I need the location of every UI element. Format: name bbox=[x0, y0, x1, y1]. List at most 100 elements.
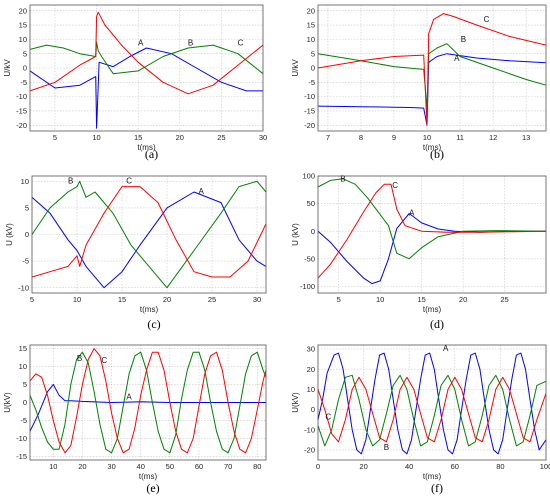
y-tick-label: 5 bbox=[25, 204, 29, 213]
chart-panel: 5 10 15 20 25 30 -20 -15 -10 -5 0 5 10 15 20 A B Ct(ms) U/… bbox=[3, 4, 267, 161]
x-tick-label: 10 bbox=[423, 133, 431, 142]
y-tick-label: 20 bbox=[307, 6, 315, 15]
x-axis-label: t(ms) bbox=[140, 305, 159, 314]
series-annotation: B bbox=[68, 176, 73, 185]
series-line-C bbox=[317, 183, 547, 279]
series-annotation: A bbox=[138, 39, 144, 48]
x-axis-label: t(ms) bbox=[139, 472, 158, 481]
chart-panel: 7 8 9 10 11 12 13 -20 -15 -10 -5 0 5 10 15 20 C B At(ms) U/… bbox=[291, 4, 547, 161]
y-tick-label: 10 bbox=[19, 362, 27, 371]
x-axis-label: t(ms) bbox=[423, 305, 442, 314]
x-tick-label: 8 bbox=[359, 133, 363, 142]
y-tick-label: -10 bbox=[304, 92, 315, 101]
y-axis-label: U (kV) bbox=[5, 223, 14, 246]
x-tick-label: 40 bbox=[405, 462, 413, 471]
plot-frame bbox=[317, 344, 547, 461]
series-annotation: A bbox=[409, 209, 415, 218]
y-tick-label: -10 bbox=[16, 92, 27, 101]
series-annotation: C bbox=[101, 356, 107, 365]
y-tick-label: 5 bbox=[311, 49, 315, 58]
x-tick-label: 12 bbox=[489, 133, 497, 142]
series-annotation: C bbox=[325, 413, 331, 422]
x-axis-label: t(ms) bbox=[423, 472, 442, 481]
series-line-B bbox=[31, 180, 267, 289]
y-tick-label: 0 bbox=[311, 405, 315, 414]
series-line-A bbox=[29, 47, 263, 129]
series-annotation: C bbox=[126, 176, 132, 185]
y-tick-label: -5 bbox=[20, 416, 27, 425]
x-tick-label: 9 bbox=[392, 133, 396, 142]
x-tick-label: 20 bbox=[163, 295, 171, 304]
chart-panel: 0 20 40 60 80 100 -20 -10 0 10 20 30 A C Bt(ms) U(kV) (f… bbox=[291, 344, 550, 495]
y-tick-label: 15 bbox=[307, 21, 315, 30]
series-line-B bbox=[317, 374, 547, 447]
panel-caption: (b) bbox=[430, 147, 444, 161]
y-tick-label: 0 bbox=[25, 230, 29, 239]
x-tick-label: 25 bbox=[208, 295, 216, 304]
x-tick-label: 20 bbox=[459, 295, 467, 304]
x-tick-label: 15 bbox=[118, 295, 126, 304]
x-tick-label: 10 bbox=[73, 295, 81, 304]
y-tick-label: -10 bbox=[304, 425, 315, 434]
panel-caption: (a) bbox=[145, 147, 158, 161]
series-line-A bbox=[29, 384, 266, 432]
y-axis-label: U/kV bbox=[3, 59, 12, 77]
series-annotation: C bbox=[392, 181, 398, 190]
y-axis-label: U(kV) bbox=[291, 392, 300, 413]
y-tick-label: -100 bbox=[300, 282, 315, 291]
y-axis-label: U(kV) bbox=[3, 392, 12, 413]
y-tick-label: -20 bbox=[16, 121, 27, 130]
chart-panel: 5 10 15 20 25 30 -10 -5 0 5 10 B C At(ms) U (kV) (c) bbox=[5, 175, 267, 331]
y-tick-label: 20 bbox=[19, 6, 27, 15]
series-line-C bbox=[31, 186, 267, 278]
x-tick-label: 10 bbox=[376, 295, 384, 304]
y-axis-label: U (kV) bbox=[291, 223, 300, 246]
x-tick-label: 13 bbox=[522, 133, 530, 142]
series-annotation: A bbox=[199, 187, 205, 196]
x-tick-label: 30 bbox=[107, 462, 115, 471]
panel-caption: (f) bbox=[431, 481, 443, 495]
series-annotation: A bbox=[454, 54, 460, 63]
y-tick-label: 15 bbox=[19, 21, 27, 30]
x-tick-label: 11 bbox=[456, 133, 464, 142]
y-tick-label: 0 bbox=[311, 64, 315, 73]
series-line-B bbox=[317, 43, 547, 109]
x-tick-label: 30 bbox=[253, 295, 261, 304]
y-tick-label: 15 bbox=[19, 344, 27, 353]
series-line-A bbox=[31, 191, 267, 289]
x-tick-label: 20 bbox=[176, 133, 184, 142]
y-tick-label: -10 bbox=[16, 434, 27, 443]
y-tick-label: 20 bbox=[307, 365, 315, 374]
y-tick-label: 30 bbox=[307, 345, 315, 354]
x-tick-label: 40 bbox=[137, 462, 145, 471]
x-tick-label: 80 bbox=[253, 462, 261, 471]
x-tick-label: 20 bbox=[359, 462, 367, 471]
y-tick-label: -50 bbox=[304, 254, 315, 263]
y-tick-label: 10 bbox=[307, 35, 315, 44]
y-tick-label: 5 bbox=[23, 380, 27, 389]
y-tick-label: 5 bbox=[23, 49, 27, 58]
x-axis-label: t(ms) bbox=[137, 143, 156, 152]
y-axis-label: U/kV bbox=[291, 59, 300, 77]
x-tick-label: 50 bbox=[166, 462, 174, 471]
y-tick-label: -15 bbox=[16, 452, 27, 461]
y-tick-label: 100 bbox=[302, 172, 315, 181]
chart-panel: 10 20 30 40 50 60 70 80 -15 -10 -5 0 5 10 15 B C At(ms) U(… bbox=[3, 344, 267, 495]
chart-panel: 5 10 15 20 25 -100 -50 0 50 100 B C At(ms) U (kV) (d) bbox=[291, 172, 547, 331]
series-annotation: B bbox=[340, 175, 345, 184]
x-tick-label: 20 bbox=[78, 462, 86, 471]
plot-area bbox=[30, 5, 263, 131]
y-tick-label: -5 bbox=[20, 78, 27, 87]
y-tick-label: 10 bbox=[307, 385, 315, 394]
panel-caption: (e) bbox=[146, 481, 159, 495]
x-tick-label: 15 bbox=[417, 295, 425, 304]
y-tick-label: -15 bbox=[304, 107, 315, 116]
plot-area bbox=[318, 176, 546, 293]
y-tick-label: -10 bbox=[18, 283, 29, 292]
series-line-B bbox=[29, 41, 264, 75]
series-line-A bbox=[317, 352, 547, 455]
plot-frame bbox=[29, 344, 267, 461]
series-annotation: A bbox=[443, 344, 449, 353]
x-tick-label: 80 bbox=[496, 462, 504, 471]
panel-caption: (c) bbox=[147, 317, 160, 331]
